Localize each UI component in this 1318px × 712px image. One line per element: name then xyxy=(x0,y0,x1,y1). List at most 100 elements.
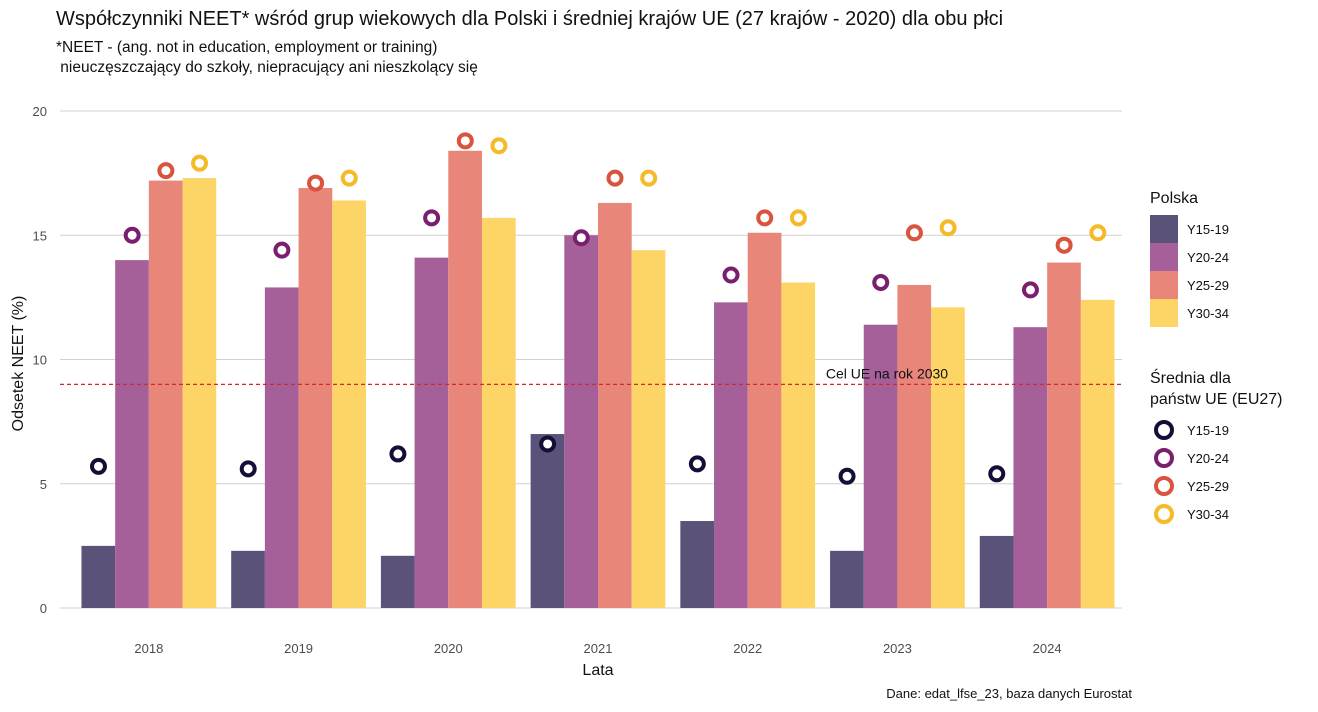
x-tick-label: 2020 xyxy=(434,641,463,656)
bar-Y15-19-2019 xyxy=(231,550,265,608)
bar-Y30-34-2024 xyxy=(1080,299,1115,608)
bar-Y20-24-2021 xyxy=(564,235,598,608)
bar-Y15-19-2024 xyxy=(979,535,1014,608)
bar-Y15-19-2021 xyxy=(530,434,565,608)
legend-marker xyxy=(1150,500,1178,528)
bar-Y30-34-2023 xyxy=(931,307,965,608)
bar-Y30-34-2021 xyxy=(631,250,666,608)
bar-Y30-34-2018 xyxy=(182,178,217,608)
chart-title: Współczynniki NEET* wśród grup wiekowych… xyxy=(56,8,1004,30)
x-tick-label: 2024 xyxy=(1033,641,1062,656)
legend-item-poland-Y15-19: Y15-19 xyxy=(1150,215,1229,243)
legend-item-eu27-Y20-24: Y20-24 xyxy=(1150,444,1283,472)
eu27-point-Y30-34-2024 xyxy=(1089,224,1107,242)
y-tick-label: 0 xyxy=(40,601,47,616)
bar-Y30-34-2022 xyxy=(781,282,816,608)
legend-marker xyxy=(1150,444,1178,472)
eu27-point-Y30-34-2020 xyxy=(490,137,508,155)
legend-item-eu27-Y25-29: Y25-29 xyxy=(1150,472,1283,500)
bar-Y20-24-2018 xyxy=(115,260,149,608)
bar-Y20-24-2019 xyxy=(264,287,299,608)
eu27-point-Y20-24-2020 xyxy=(423,209,441,227)
chart-subtitle: *NEET - (ang. not in education, employme… xyxy=(56,39,478,76)
eu27-point-Y30-34-2023 xyxy=(939,219,957,237)
bar-Y30-34-2019 xyxy=(332,200,366,608)
legend-item-eu27-Y30-34: Y30-34 xyxy=(1150,500,1283,528)
eu27-point-Y25-29-2018 xyxy=(157,162,175,180)
bar-Y20-24-2023 xyxy=(863,324,898,608)
bar-Y25-29-2024 xyxy=(1047,262,1081,608)
eu27-point-Y15-19-2023 xyxy=(838,467,856,485)
eu27-point-Y15-19-2022 xyxy=(688,455,706,473)
eu27-point-Y25-29-2019 xyxy=(307,174,325,192)
eu27-point-Y20-24-2021 xyxy=(572,229,590,247)
ring-marker-icon xyxy=(1154,420,1174,440)
eu27-point-Y15-19-2021 xyxy=(539,435,557,453)
eu27-point-Y20-24-2024 xyxy=(1021,281,1039,299)
eu27-point-Y30-34-2018 xyxy=(191,154,209,172)
eu27-point-Y15-19-2018 xyxy=(89,457,107,475)
bar-Y20-24-2022 xyxy=(714,302,748,608)
legend-label: Y15-19 xyxy=(1187,221,1229,237)
legend-label: Y15-19 xyxy=(1187,422,1229,438)
y-tick-label: 5 xyxy=(40,477,47,492)
bar-Y30-34-2020 xyxy=(481,217,516,609)
bar-Y15-19-2023 xyxy=(830,550,864,608)
legend-label: Y20-24 xyxy=(1187,249,1229,265)
bar-Y25-29-2018 xyxy=(148,180,183,608)
legend-label: Y25-29 xyxy=(1187,478,1229,494)
bar-Y25-29-2023 xyxy=(897,284,932,608)
legend-swatch xyxy=(1150,243,1178,271)
x-axis-title: Lata xyxy=(582,662,613,679)
eu27-point-Y15-19-2024 xyxy=(988,465,1006,483)
legend-eu27: Średnia dla państw UE (EU27) Y15-19 Y20-2… xyxy=(1150,368,1283,528)
ring-marker-icon xyxy=(1154,476,1174,496)
eu27-point-Y30-34-2021 xyxy=(640,169,658,187)
eu27-point-Y20-24-2022 xyxy=(722,266,740,284)
legend-item-poland-Y25-29: Y25-29 xyxy=(1150,271,1229,299)
eu27-point-Y15-19-2020 xyxy=(389,445,407,463)
eu27-point-Y25-29-2024 xyxy=(1055,236,1073,254)
legend-label: Y30-34 xyxy=(1187,506,1229,522)
legend-eu27-title: Średnia dla państw UE (EU27) xyxy=(1150,370,1283,408)
eu27-point-Y25-29-2020 xyxy=(456,132,474,150)
legend-item-poland-Y30-34: Y30-34 xyxy=(1150,299,1229,327)
eu27-point-Y20-24-2019 xyxy=(273,241,291,259)
y-tick-label: 20 xyxy=(33,104,47,119)
bar-Y20-24-2024 xyxy=(1013,327,1048,608)
bar-Y25-29-2019 xyxy=(298,188,333,608)
ring-marker-icon xyxy=(1154,504,1174,524)
x-tick-label: 2021 xyxy=(584,641,613,656)
y-tick-label: 15 xyxy=(33,228,47,243)
eu27-point-Y30-34-2022 xyxy=(789,209,807,227)
legend-poland-title: Polska xyxy=(1150,190,1199,207)
legend-marker xyxy=(1150,416,1178,444)
legend-label: Y25-29 xyxy=(1187,277,1229,293)
bar-Y15-19-2020 xyxy=(380,555,415,608)
legend-item-poland-Y20-24: Y20-24 xyxy=(1150,243,1229,271)
legend-label: Y30-34 xyxy=(1187,305,1229,321)
x-tick-label: 2022 xyxy=(733,641,762,656)
eu27-point-Y30-34-2019 xyxy=(340,169,358,187)
bar-Y20-24-2020 xyxy=(414,257,449,608)
eu27-point-Y25-29-2021 xyxy=(606,169,624,187)
eu27-point-Y20-24-2018 xyxy=(123,226,141,244)
legend-item-eu27-Y15-19: Y15-19 xyxy=(1150,416,1283,444)
bar-Y25-29-2022 xyxy=(747,232,782,608)
eu27-point-Y20-24-2023 xyxy=(872,273,890,291)
legend-marker xyxy=(1150,472,1178,500)
eu27-point-Y15-19-2019 xyxy=(239,460,257,478)
legend-label: Y20-24 xyxy=(1187,450,1229,466)
legend-swatch xyxy=(1150,271,1178,299)
ring-marker-icon xyxy=(1154,448,1174,468)
x-tick-label: 2018 xyxy=(134,641,163,656)
y-tick-label: 10 xyxy=(33,353,47,368)
bar-Y25-29-2021 xyxy=(598,202,632,608)
chart-caption: Dane: edat_lfse_23, baza danych Eurostat xyxy=(886,686,1132,701)
y-axis-title: Odsetek NEET (%) xyxy=(10,296,27,432)
reference-line-label: Cel UE na rok 2030 xyxy=(826,365,948,381)
eu27-point-Y25-29-2023 xyxy=(905,224,923,242)
bar-Y25-29-2020 xyxy=(448,150,482,608)
x-tick-label: 2023 xyxy=(883,641,912,656)
